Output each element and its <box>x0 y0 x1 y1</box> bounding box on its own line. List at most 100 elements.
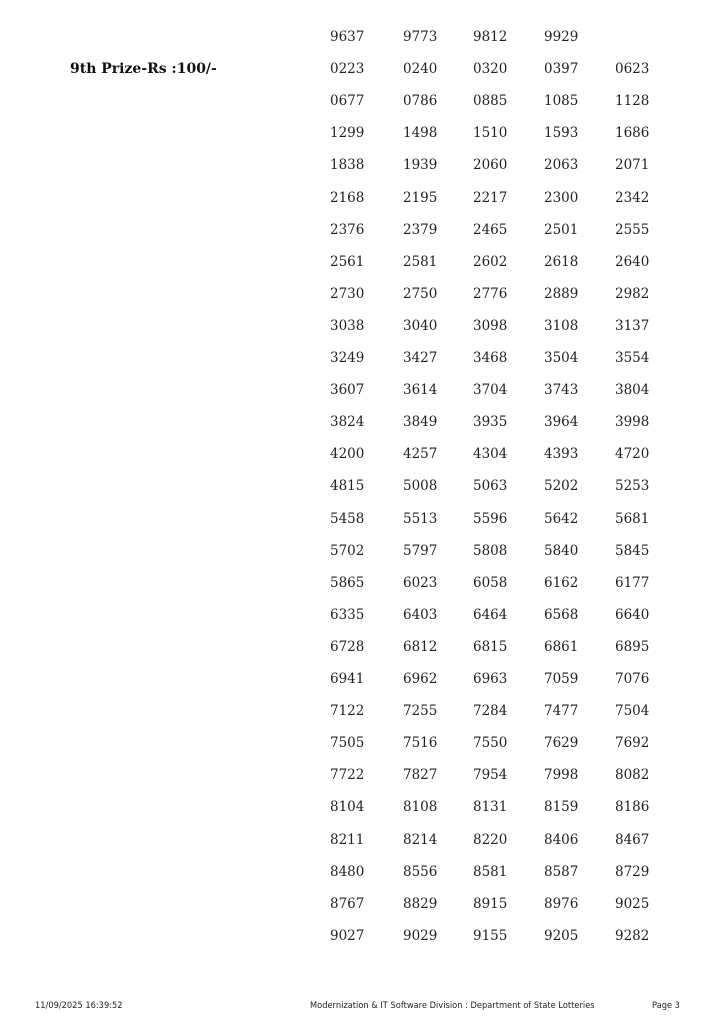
ticket-number: 5202 <box>544 478 579 495</box>
ticket-number: 9027 <box>330 927 365 944</box>
footer-timestamp: 11/09/2025 16:39:52 <box>35 1001 123 1011</box>
ticket-number: 0623 <box>615 61 650 78</box>
number-row: 2376 2379 2465 2501 2555 <box>0 220 724 240</box>
ticket-number: 2063 <box>544 157 579 174</box>
ticket-number: 7076 <box>615 671 650 687</box>
ticket-number: 8480 <box>330 863 365 880</box>
ticket-number: 7827 <box>403 767 438 784</box>
number-row: 0223 0240 0320 0397 0623 <box>0 59 724 79</box>
ticket-number: 2618 <box>544 253 579 270</box>
ticket-number: 0786 <box>403 93 438 110</box>
ticket-number: 2889 <box>544 285 579 302</box>
ticket-number: 5253 <box>615 478 650 495</box>
ticket-number: 7516 <box>403 735 438 752</box>
ticket-number: 8186 <box>615 799 650 816</box>
ticket-number: 4720 <box>615 446 650 463</box>
number-row: 0677 0786 0885 1085 1128 <box>0 91 724 111</box>
ticket-number: 5681 <box>615 510 650 527</box>
ticket-number: 0677 <box>330 93 365 110</box>
ticket-number: 6812 <box>403 638 438 655</box>
number-row: 4815 5008 5063 5202 5253 <box>0 476 724 496</box>
ticket-number: 0320 <box>473 61 508 78</box>
ticket-number: 6895 <box>615 638 650 655</box>
ticket-number: 8108 <box>403 799 438 816</box>
number-row: 7505 7516 7550 7629 7692 <box>0 733 724 753</box>
ticket-number: 7122 <box>330 703 365 720</box>
ticket-number: 3468 <box>473 350 508 366</box>
ticket-number: 6941 <box>330 671 365 687</box>
ticket-number: 7998 <box>544 767 579 784</box>
number-row: 9637 9773 9812 9929 <box>0 27 724 47</box>
ticket-number: 3249 <box>330 350 365 366</box>
ticket-number: 0885 <box>473 93 508 110</box>
ticket-number: 8214 <box>403 831 438 848</box>
prize-label: 9th Prize-Rs :100/- <box>70 61 217 78</box>
number-row: 8767 8829 8915 8976 9025 <box>0 894 724 914</box>
number-row: 3607 3614 3704 3743 3804 <box>0 380 724 400</box>
ticket-number: 3504 <box>544 350 579 366</box>
number-row: 1299 1498 1510 1593 1686 <box>0 123 724 143</box>
ticket-number: 6464 <box>473 606 508 623</box>
ticket-number: 8467 <box>615 831 650 848</box>
ticket-number: 7284 <box>473 703 508 720</box>
ticket-number: 5063 <box>473 478 508 495</box>
ticket-number: 6177 <box>615 574 650 591</box>
ticket-number: 8587 <box>544 863 579 880</box>
ticket-number: 1498 <box>403 125 438 142</box>
ticket-number: 2602 <box>473 253 508 270</box>
ticket-number: 7722 <box>330 767 365 784</box>
number-row: 5702 5797 5808 5840 5845 <box>0 541 724 561</box>
ticket-number: 4304 <box>473 446 508 463</box>
ticket-number: 8082 <box>615 767 650 784</box>
ticket-number: 4257 <box>403 446 438 463</box>
ticket-number: 8159 <box>544 799 579 816</box>
ticket-number: 6962 <box>403 671 438 687</box>
ticket-number: 2750 <box>403 285 438 302</box>
ticket-number: 7550 <box>473 735 508 752</box>
ticket-number: 2982 <box>615 285 650 302</box>
ticket-number: 3964 <box>544 414 579 431</box>
ticket-number: 8131 <box>473 799 508 816</box>
ticket-number: 2376 <box>330 221 365 238</box>
ticket-number: 0223 <box>330 61 365 78</box>
ticket-number: 6023 <box>403 574 438 591</box>
ticket-number: 3098 <box>473 317 508 334</box>
footer-organization: Modernization & IT Software Division : D… <box>310 1001 595 1011</box>
ticket-number: 6162 <box>544 574 579 591</box>
ticket-number: 3998 <box>615 414 650 431</box>
ticket-number: 2168 <box>330 189 365 206</box>
ticket-number: 5840 <box>544 542 579 559</box>
number-row: 7722 7827 7954 7998 8082 <box>0 765 724 785</box>
ticket-number: 9025 <box>615 895 650 912</box>
number-row: 1838 1939 2060 2063 2071 <box>0 155 724 175</box>
ticket-number: 1299 <box>330 125 365 142</box>
number-row: 6335 6403 6464 6568 6640 <box>0 605 724 625</box>
number-row: 3249 3427 3468 3504 3554 <box>0 348 724 368</box>
ticket-number: 6640 <box>615 606 650 623</box>
ticket-number: 2071 <box>615 157 650 174</box>
ticket-number: 3427 <box>403 350 438 366</box>
ticket-number: 0240 <box>403 61 438 78</box>
ticket-number: 5808 <box>473 542 508 559</box>
number-row: 8104 8108 8131 8159 8186 <box>0 797 724 817</box>
ticket-number: 2217 <box>473 189 508 206</box>
number-row: 4200 4257 4304 4393 4720 <box>0 444 724 464</box>
ticket-number: 6963 <box>473 671 508 687</box>
footer-page-number: Page 3 <box>652 1001 680 1011</box>
ticket-number: 3607 <box>330 382 365 399</box>
ticket-number: 3614 <box>403 382 438 399</box>
ticket-number: 3804 <box>615 382 650 399</box>
ticket-number: 2501 <box>544 221 579 238</box>
ticket-number: 9205 <box>544 927 579 944</box>
ticket-number: 3704 <box>473 382 508 399</box>
ticket-number: 6058 <box>473 574 508 591</box>
ticket-number: 7504 <box>615 703 650 720</box>
ticket-number: 0397 <box>544 61 579 78</box>
ticket-number: 7954 <box>473 767 508 784</box>
ticket-number: 7692 <box>615 735 650 752</box>
ticket-number: 5458 <box>330 510 365 527</box>
ticket-number: 2581 <box>403 253 438 270</box>
ticket-number: 2195 <box>403 189 438 206</box>
ticket-number: 1128 <box>615 93 650 110</box>
ticket-number: 3137 <box>615 317 650 334</box>
